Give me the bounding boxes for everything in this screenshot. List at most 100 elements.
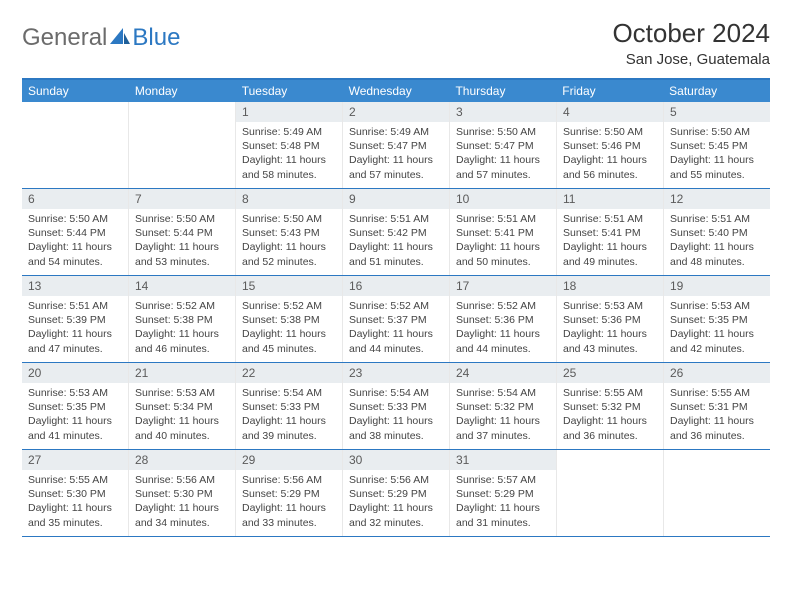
day-number: 13 <box>22 276 128 296</box>
day-cell: 23Sunrise: 5:54 AMSunset: 5:33 PMDayligh… <box>343 363 450 449</box>
day-cell: 11Sunrise: 5:51 AMSunset: 5:41 PMDayligh… <box>557 189 664 275</box>
day-cell <box>664 450 770 536</box>
day-body: Sunrise: 5:56 AMSunset: 5:29 PMDaylight:… <box>343 470 449 536</box>
day-cell: 6Sunrise: 5:50 AMSunset: 5:44 PMDaylight… <box>22 189 129 275</box>
day-body: Sunrise: 5:51 AMSunset: 5:41 PMDaylight:… <box>557 209 663 275</box>
day-cell: 18Sunrise: 5:53 AMSunset: 5:36 PMDayligh… <box>557 276 664 362</box>
day-number: 15 <box>236 276 342 296</box>
day-number: 7 <box>129 189 235 209</box>
day-body: Sunrise: 5:52 AMSunset: 5:37 PMDaylight:… <box>343 296 449 362</box>
day-cell: 5Sunrise: 5:50 AMSunset: 5:45 PMDaylight… <box>664 102 770 188</box>
day-body: Sunrise: 5:54 AMSunset: 5:33 PMDaylight:… <box>343 383 449 449</box>
dow-label: Saturday <box>663 80 770 102</box>
day-body: Sunrise: 5:49 AMSunset: 5:48 PMDaylight:… <box>236 122 342 188</box>
day-cell: 12Sunrise: 5:51 AMSunset: 5:40 PMDayligh… <box>664 189 770 275</box>
day-cell: 13Sunrise: 5:51 AMSunset: 5:39 PMDayligh… <box>22 276 129 362</box>
day-number: 5 <box>664 102 770 122</box>
day-body: Sunrise: 5:50 AMSunset: 5:43 PMDaylight:… <box>236 209 342 275</box>
day-body: Sunrise: 5:50 AMSunset: 5:45 PMDaylight:… <box>664 122 770 188</box>
day-number: 21 <box>129 363 235 383</box>
day-number: 3 <box>450 102 556 122</box>
day-number: 17 <box>450 276 556 296</box>
day-number: 16 <box>343 276 449 296</box>
dow-label: Sunday <box>22 80 129 102</box>
day-cell: 3Sunrise: 5:50 AMSunset: 5:47 PMDaylight… <box>450 102 557 188</box>
logo-text-general: General <box>22 24 107 52</box>
day-number: 20 <box>22 363 128 383</box>
day-cell: 15Sunrise: 5:52 AMSunset: 5:38 PMDayligh… <box>236 276 343 362</box>
day-cell: 4Sunrise: 5:50 AMSunset: 5:46 PMDaylight… <box>557 102 664 188</box>
day-number: 1 <box>236 102 342 122</box>
day-number: 19 <box>664 276 770 296</box>
day-cell: 30Sunrise: 5:56 AMSunset: 5:29 PMDayligh… <box>343 450 450 536</box>
day-cell: 16Sunrise: 5:52 AMSunset: 5:37 PMDayligh… <box>343 276 450 362</box>
day-body: Sunrise: 5:51 AMSunset: 5:41 PMDaylight:… <box>450 209 556 275</box>
day-body: Sunrise: 5:56 AMSunset: 5:30 PMDaylight:… <box>129 470 235 536</box>
day-body: Sunrise: 5:52 AMSunset: 5:38 PMDaylight:… <box>129 296 235 362</box>
day-body: Sunrise: 5:50 AMSunset: 5:44 PMDaylight:… <box>129 209 235 275</box>
day-cell <box>129 102 236 188</box>
day-number: 30 <box>343 450 449 470</box>
day-number: 25 <box>557 363 663 383</box>
day-number <box>129 102 235 122</box>
day-body: Sunrise: 5:54 AMSunset: 5:33 PMDaylight:… <box>236 383 342 449</box>
day-body: Sunrise: 5:53 AMSunset: 5:35 PMDaylight:… <box>664 296 770 362</box>
day-number: 12 <box>664 189 770 209</box>
day-number <box>664 450 770 470</box>
day-number: 6 <box>22 189 128 209</box>
day-body: Sunrise: 5:52 AMSunset: 5:38 PMDaylight:… <box>236 296 342 362</box>
day-cell: 20Sunrise: 5:53 AMSunset: 5:35 PMDayligh… <box>22 363 129 449</box>
day-cell: 10Sunrise: 5:51 AMSunset: 5:41 PMDayligh… <box>450 189 557 275</box>
calendar: SundayMondayTuesdayWednesdayThursdayFrid… <box>22 78 770 537</box>
dow-label: Friday <box>556 80 663 102</box>
day-number: 26 <box>664 363 770 383</box>
logo: General Blue <box>22 18 180 52</box>
day-cell: 2Sunrise: 5:49 AMSunset: 5:47 PMDaylight… <box>343 102 450 188</box>
day-body: Sunrise: 5:50 AMSunset: 5:46 PMDaylight:… <box>557 122 663 188</box>
day-body: Sunrise: 5:56 AMSunset: 5:29 PMDaylight:… <box>236 470 342 536</box>
day-cell: 24Sunrise: 5:54 AMSunset: 5:32 PMDayligh… <box>450 363 557 449</box>
calendar-weeks: 1Sunrise: 5:49 AMSunset: 5:48 PMDaylight… <box>22 102 770 537</box>
week-row: 6Sunrise: 5:50 AMSunset: 5:44 PMDaylight… <box>22 189 770 276</box>
day-body: Sunrise: 5:51 AMSunset: 5:40 PMDaylight:… <box>664 209 770 275</box>
day-cell: 19Sunrise: 5:53 AMSunset: 5:35 PMDayligh… <box>664 276 770 362</box>
day-cell: 14Sunrise: 5:52 AMSunset: 5:38 PMDayligh… <box>129 276 236 362</box>
day-cell: 28Sunrise: 5:56 AMSunset: 5:30 PMDayligh… <box>129 450 236 536</box>
month-title: October 2024 <box>612 18 770 49</box>
day-number: 23 <box>343 363 449 383</box>
dow-row: SundayMondayTuesdayWednesdayThursdayFrid… <box>22 80 770 102</box>
logo-sail-icon <box>110 28 130 44</box>
day-cell: 8Sunrise: 5:50 AMSunset: 5:43 PMDaylight… <box>236 189 343 275</box>
day-body: Sunrise: 5:50 AMSunset: 5:44 PMDaylight:… <box>22 209 128 275</box>
day-body: Sunrise: 5:53 AMSunset: 5:34 PMDaylight:… <box>129 383 235 449</box>
dow-label: Thursday <box>449 80 556 102</box>
day-body: Sunrise: 5:55 AMSunset: 5:30 PMDaylight:… <box>22 470 128 536</box>
day-number: 4 <box>557 102 663 122</box>
day-number <box>22 102 128 122</box>
day-body: Sunrise: 5:52 AMSunset: 5:36 PMDaylight:… <box>450 296 556 362</box>
day-number: 2 <box>343 102 449 122</box>
week-row: 20Sunrise: 5:53 AMSunset: 5:35 PMDayligh… <box>22 363 770 450</box>
header: General Blue October 2024 San Jose, Guat… <box>22 18 770 68</box>
day-number: 22 <box>236 363 342 383</box>
day-cell: 9Sunrise: 5:51 AMSunset: 5:42 PMDaylight… <box>343 189 450 275</box>
day-body: Sunrise: 5:53 AMSunset: 5:36 PMDaylight:… <box>557 296 663 362</box>
day-cell: 21Sunrise: 5:53 AMSunset: 5:34 PMDayligh… <box>129 363 236 449</box>
day-body: Sunrise: 5:50 AMSunset: 5:47 PMDaylight:… <box>450 122 556 188</box>
day-number: 27 <box>22 450 128 470</box>
week-row: 27Sunrise: 5:55 AMSunset: 5:30 PMDayligh… <box>22 450 770 537</box>
day-body: Sunrise: 5:51 AMSunset: 5:39 PMDaylight:… <box>22 296 128 362</box>
day-number <box>557 450 663 470</box>
dow-label: Monday <box>129 80 236 102</box>
logo-text-blue: Blue <box>132 24 180 52</box>
day-cell: 27Sunrise: 5:55 AMSunset: 5:30 PMDayligh… <box>22 450 129 536</box>
day-body: Sunrise: 5:49 AMSunset: 5:47 PMDaylight:… <box>343 122 449 188</box>
day-cell: 25Sunrise: 5:55 AMSunset: 5:32 PMDayligh… <box>557 363 664 449</box>
day-number: 31 <box>450 450 556 470</box>
day-number: 8 <box>236 189 342 209</box>
day-body: Sunrise: 5:55 AMSunset: 5:32 PMDaylight:… <box>557 383 663 449</box>
title-block: October 2024 San Jose, Guatemala <box>612 18 770 68</box>
week-row: 13Sunrise: 5:51 AMSunset: 5:39 PMDayligh… <box>22 276 770 363</box>
week-row: 1Sunrise: 5:49 AMSunset: 5:48 PMDaylight… <box>22 102 770 189</box>
dow-label: Tuesday <box>236 80 343 102</box>
